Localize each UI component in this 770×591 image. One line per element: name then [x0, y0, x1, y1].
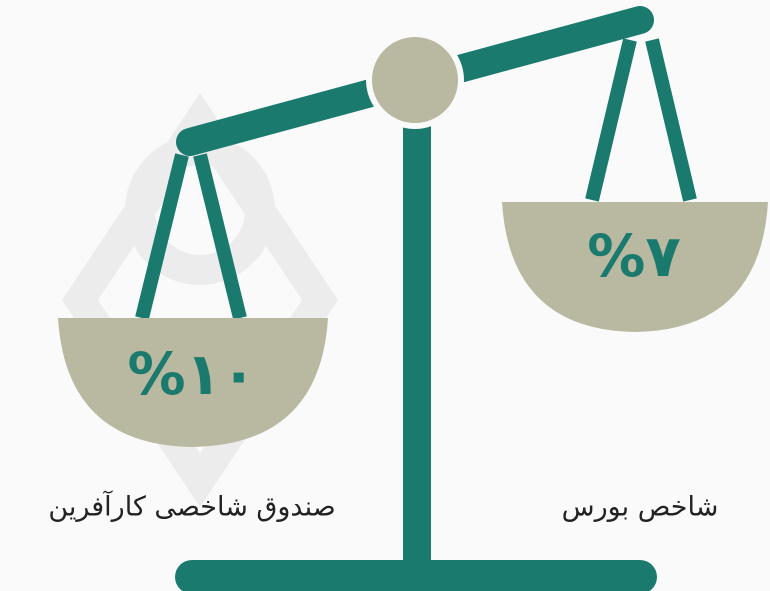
right-pan: [502, 202, 768, 332]
right-label: شاخص بورس: [562, 492, 719, 523]
left-pan: [58, 318, 328, 447]
base: [175, 560, 657, 591]
left-label: صندوق شاخصی کارآفرین: [48, 491, 335, 523]
right-value: %۷: [587, 222, 681, 290]
pole: [403, 125, 431, 575]
left-strings: [135, 153, 247, 320]
pivot: [366, 31, 464, 129]
scale: [58, 6, 768, 591]
left-value: %۱۰: [128, 340, 257, 408]
right-strings: [585, 38, 697, 202]
